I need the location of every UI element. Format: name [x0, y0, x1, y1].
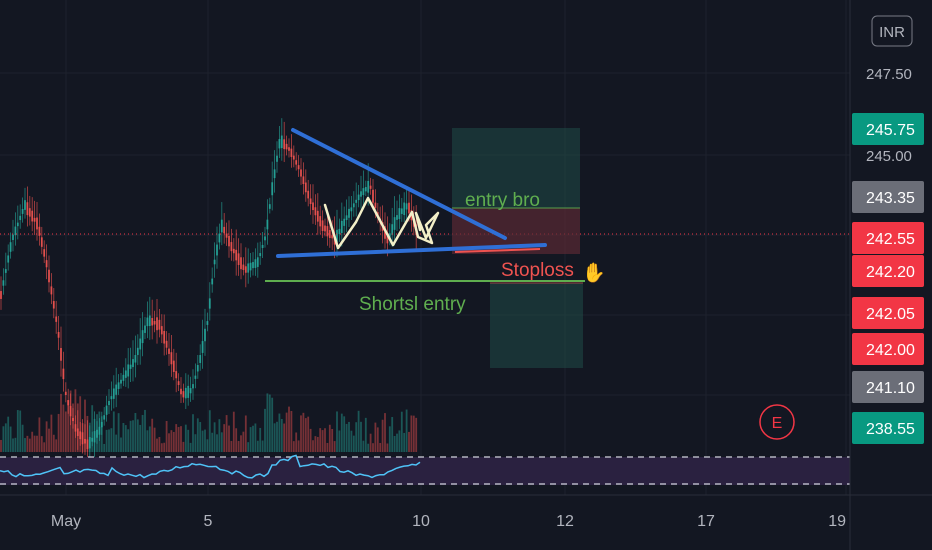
time-tick-17: 17: [697, 513, 715, 530]
price-tag-label: 245.75: [866, 122, 915, 139]
time-tick-5: 5: [204, 513, 213, 530]
earnings-event-marker[interactable]: [759, 404, 795, 440]
annotation-shortsl-entry[interactable]: Shortsl entry: [359, 294, 466, 315]
rsi-line: [0, 454, 421, 479]
sell-stoploss-line[interactable]: [454, 248, 541, 253]
price-tick-247-50: 247.50: [866, 66, 912, 83]
annotation-stoploss[interactable]: Stoploss: [501, 260, 574, 281]
price-tag-label: 242.55: [866, 231, 915, 248]
price-tag-bg: [852, 333, 924, 365]
chart-grid: [0, 0, 850, 495]
hand-drawn-zigzag[interactable]: [323, 196, 440, 250]
price-tag-bg: [852, 255, 924, 287]
annotation-entry-bro[interactable]: entry bro: [465, 190, 540, 211]
price-tick-245-00: 245.00: [866, 148, 912, 165]
time-tick-may: May: [51, 513, 81, 530]
currency-badge[interactable]: [871, 15, 913, 47]
price-tag-bg: [852, 371, 924, 403]
position-target-zone-lower[interactable]: [490, 283, 583, 368]
volume-bars: [0, 389, 418, 452]
price-tag-label: 242.00: [866, 342, 915, 359]
price-tag-bg: [852, 297, 924, 329]
triangle-upper-trendline[interactable]: [291, 128, 507, 240]
annotation-stoploss-emoji: ✋: [582, 261, 606, 284]
price-tag-label: 242.20: [866, 264, 915, 281]
price-tags: 245.75 243.35 242.55 242.20 242.05 242.00 241.…: [852, 113, 924, 444]
time-tick-19: 19: [828, 513, 846, 530]
triangle-lower-trendline[interactable]: [276, 243, 547, 258]
price-tag-label: 243.35: [866, 190, 915, 207]
price-tag-label: 238.55: [866, 421, 915, 438]
price-tag-bg: [852, 181, 924, 213]
price-tag-bg: [852, 412, 924, 444]
price-tag-bg: [852, 113, 924, 145]
time-tick-12: 12: [556, 513, 574, 530]
price-tag-label: 241.10: [866, 380, 915, 397]
position-target-zone-upper[interactable]: [452, 128, 580, 208]
earnings-event-label: E: [772, 415, 783, 432]
rsi-band: [0, 457, 850, 485]
price-tag-bg: [852, 222, 924, 254]
currency-label: INR: [879, 24, 905, 41]
price-tag-label: 242.05: [866, 306, 915, 323]
time-tick-10: 10: [412, 513, 430, 530]
